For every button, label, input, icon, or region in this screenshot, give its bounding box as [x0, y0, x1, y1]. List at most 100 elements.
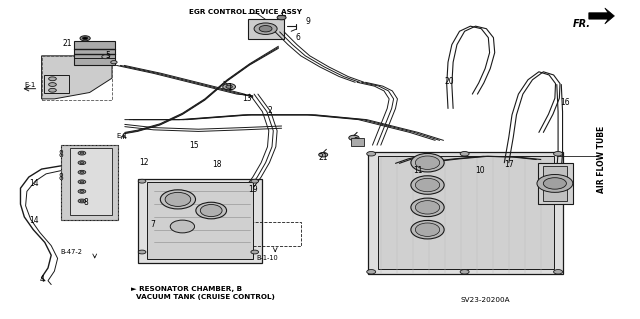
Ellipse shape: [170, 220, 195, 233]
Circle shape: [259, 26, 272, 32]
Bar: [138, 179, 262, 263]
Circle shape: [78, 151, 86, 155]
Text: 21: 21: [319, 153, 328, 162]
Ellipse shape: [165, 192, 191, 206]
Text: 19: 19: [248, 185, 258, 194]
Circle shape: [80, 152, 84, 154]
Circle shape: [80, 36, 90, 41]
Circle shape: [80, 162, 84, 164]
Text: FR.: FR.: [573, 19, 591, 29]
Text: 12: 12: [140, 158, 149, 167]
Text: 8: 8: [59, 173, 63, 182]
Circle shape: [80, 200, 84, 202]
Text: 14: 14: [29, 216, 38, 225]
Bar: [74, 41, 115, 65]
Circle shape: [78, 170, 86, 174]
Text: B-47-2: B-47-2: [61, 249, 83, 255]
Circle shape: [460, 152, 469, 156]
Circle shape: [226, 85, 232, 88]
Circle shape: [251, 179, 259, 183]
Text: 18: 18: [212, 160, 222, 169]
Circle shape: [49, 83, 56, 86]
Circle shape: [537, 174, 573, 192]
Circle shape: [80, 181, 84, 183]
Ellipse shape: [415, 201, 440, 214]
Circle shape: [554, 152, 563, 156]
Text: AIR FLOW TUBE: AIR FLOW TUBE: [597, 126, 606, 193]
Text: VACUUM TANK (CRUISE CONTROL): VACUUM TANK (CRUISE CONTROL): [131, 294, 275, 300]
Bar: [351, 138, 364, 146]
Bar: [538, 163, 573, 204]
Bar: [42, 56, 112, 100]
Ellipse shape: [196, 202, 227, 219]
Circle shape: [554, 270, 563, 274]
Bar: [253, 222, 301, 246]
Text: 15: 15: [189, 141, 198, 150]
Ellipse shape: [411, 198, 444, 217]
Text: 3: 3: [353, 137, 358, 146]
Text: 8: 8: [83, 198, 88, 207]
Text: 14: 14: [29, 179, 38, 188]
Ellipse shape: [411, 220, 444, 239]
Text: 9: 9: [306, 17, 311, 26]
Polygon shape: [42, 56, 112, 99]
Text: 8: 8: [59, 150, 63, 159]
Text: 7: 7: [150, 220, 156, 229]
Circle shape: [78, 180, 86, 184]
Text: EGR CONTROL DEVICE ASSY: EGR CONTROL DEVICE ASSY: [189, 9, 302, 15]
Circle shape: [277, 15, 286, 20]
Circle shape: [83, 37, 88, 40]
Circle shape: [223, 84, 236, 90]
Circle shape: [460, 270, 469, 274]
Text: 11: 11: [413, 166, 422, 175]
Ellipse shape: [415, 178, 440, 192]
Polygon shape: [589, 8, 614, 24]
Bar: [61, 145, 118, 220]
Text: B-1-10: B-1-10: [256, 256, 278, 261]
Ellipse shape: [200, 204, 222, 217]
Ellipse shape: [415, 156, 440, 169]
Text: 20: 20: [445, 77, 454, 86]
Text: 13: 13: [242, 94, 252, 103]
Bar: [44, 75, 69, 93]
Bar: [378, 156, 554, 269]
Bar: [368, 152, 563, 274]
Text: 6: 6: [296, 33, 301, 42]
Bar: [248, 19, 284, 39]
Ellipse shape: [415, 223, 440, 236]
Bar: [61, 145, 118, 220]
Circle shape: [367, 270, 376, 274]
Text: 10: 10: [475, 166, 484, 175]
Text: 4: 4: [40, 275, 45, 284]
Text: 1: 1: [227, 83, 232, 92]
Bar: [70, 148, 112, 215]
Text: 5: 5: [106, 51, 111, 60]
Circle shape: [80, 190, 84, 192]
Text: E-1: E-1: [116, 133, 128, 138]
Circle shape: [251, 250, 259, 254]
Circle shape: [80, 171, 84, 173]
Circle shape: [543, 178, 566, 189]
Circle shape: [49, 88, 56, 92]
Bar: [147, 182, 253, 259]
Text: E-1: E-1: [24, 83, 36, 88]
Circle shape: [49, 77, 56, 81]
Text: 17: 17: [504, 160, 514, 169]
Text: ► RESONATOR CHAMBER, B: ► RESONATOR CHAMBER, B: [131, 286, 243, 292]
Bar: [543, 166, 567, 201]
Circle shape: [367, 152, 376, 156]
Circle shape: [254, 23, 277, 34]
Circle shape: [319, 152, 328, 157]
Circle shape: [78, 161, 86, 165]
Text: SV23-20200A: SV23-20200A: [461, 297, 511, 303]
Text: 16: 16: [561, 98, 570, 107]
Ellipse shape: [161, 190, 196, 209]
Circle shape: [78, 199, 86, 203]
Text: 21: 21: [63, 39, 72, 48]
Circle shape: [102, 55, 109, 59]
Circle shape: [349, 135, 359, 140]
Circle shape: [138, 179, 146, 183]
Circle shape: [111, 61, 117, 64]
Ellipse shape: [411, 176, 444, 194]
Circle shape: [138, 250, 146, 254]
